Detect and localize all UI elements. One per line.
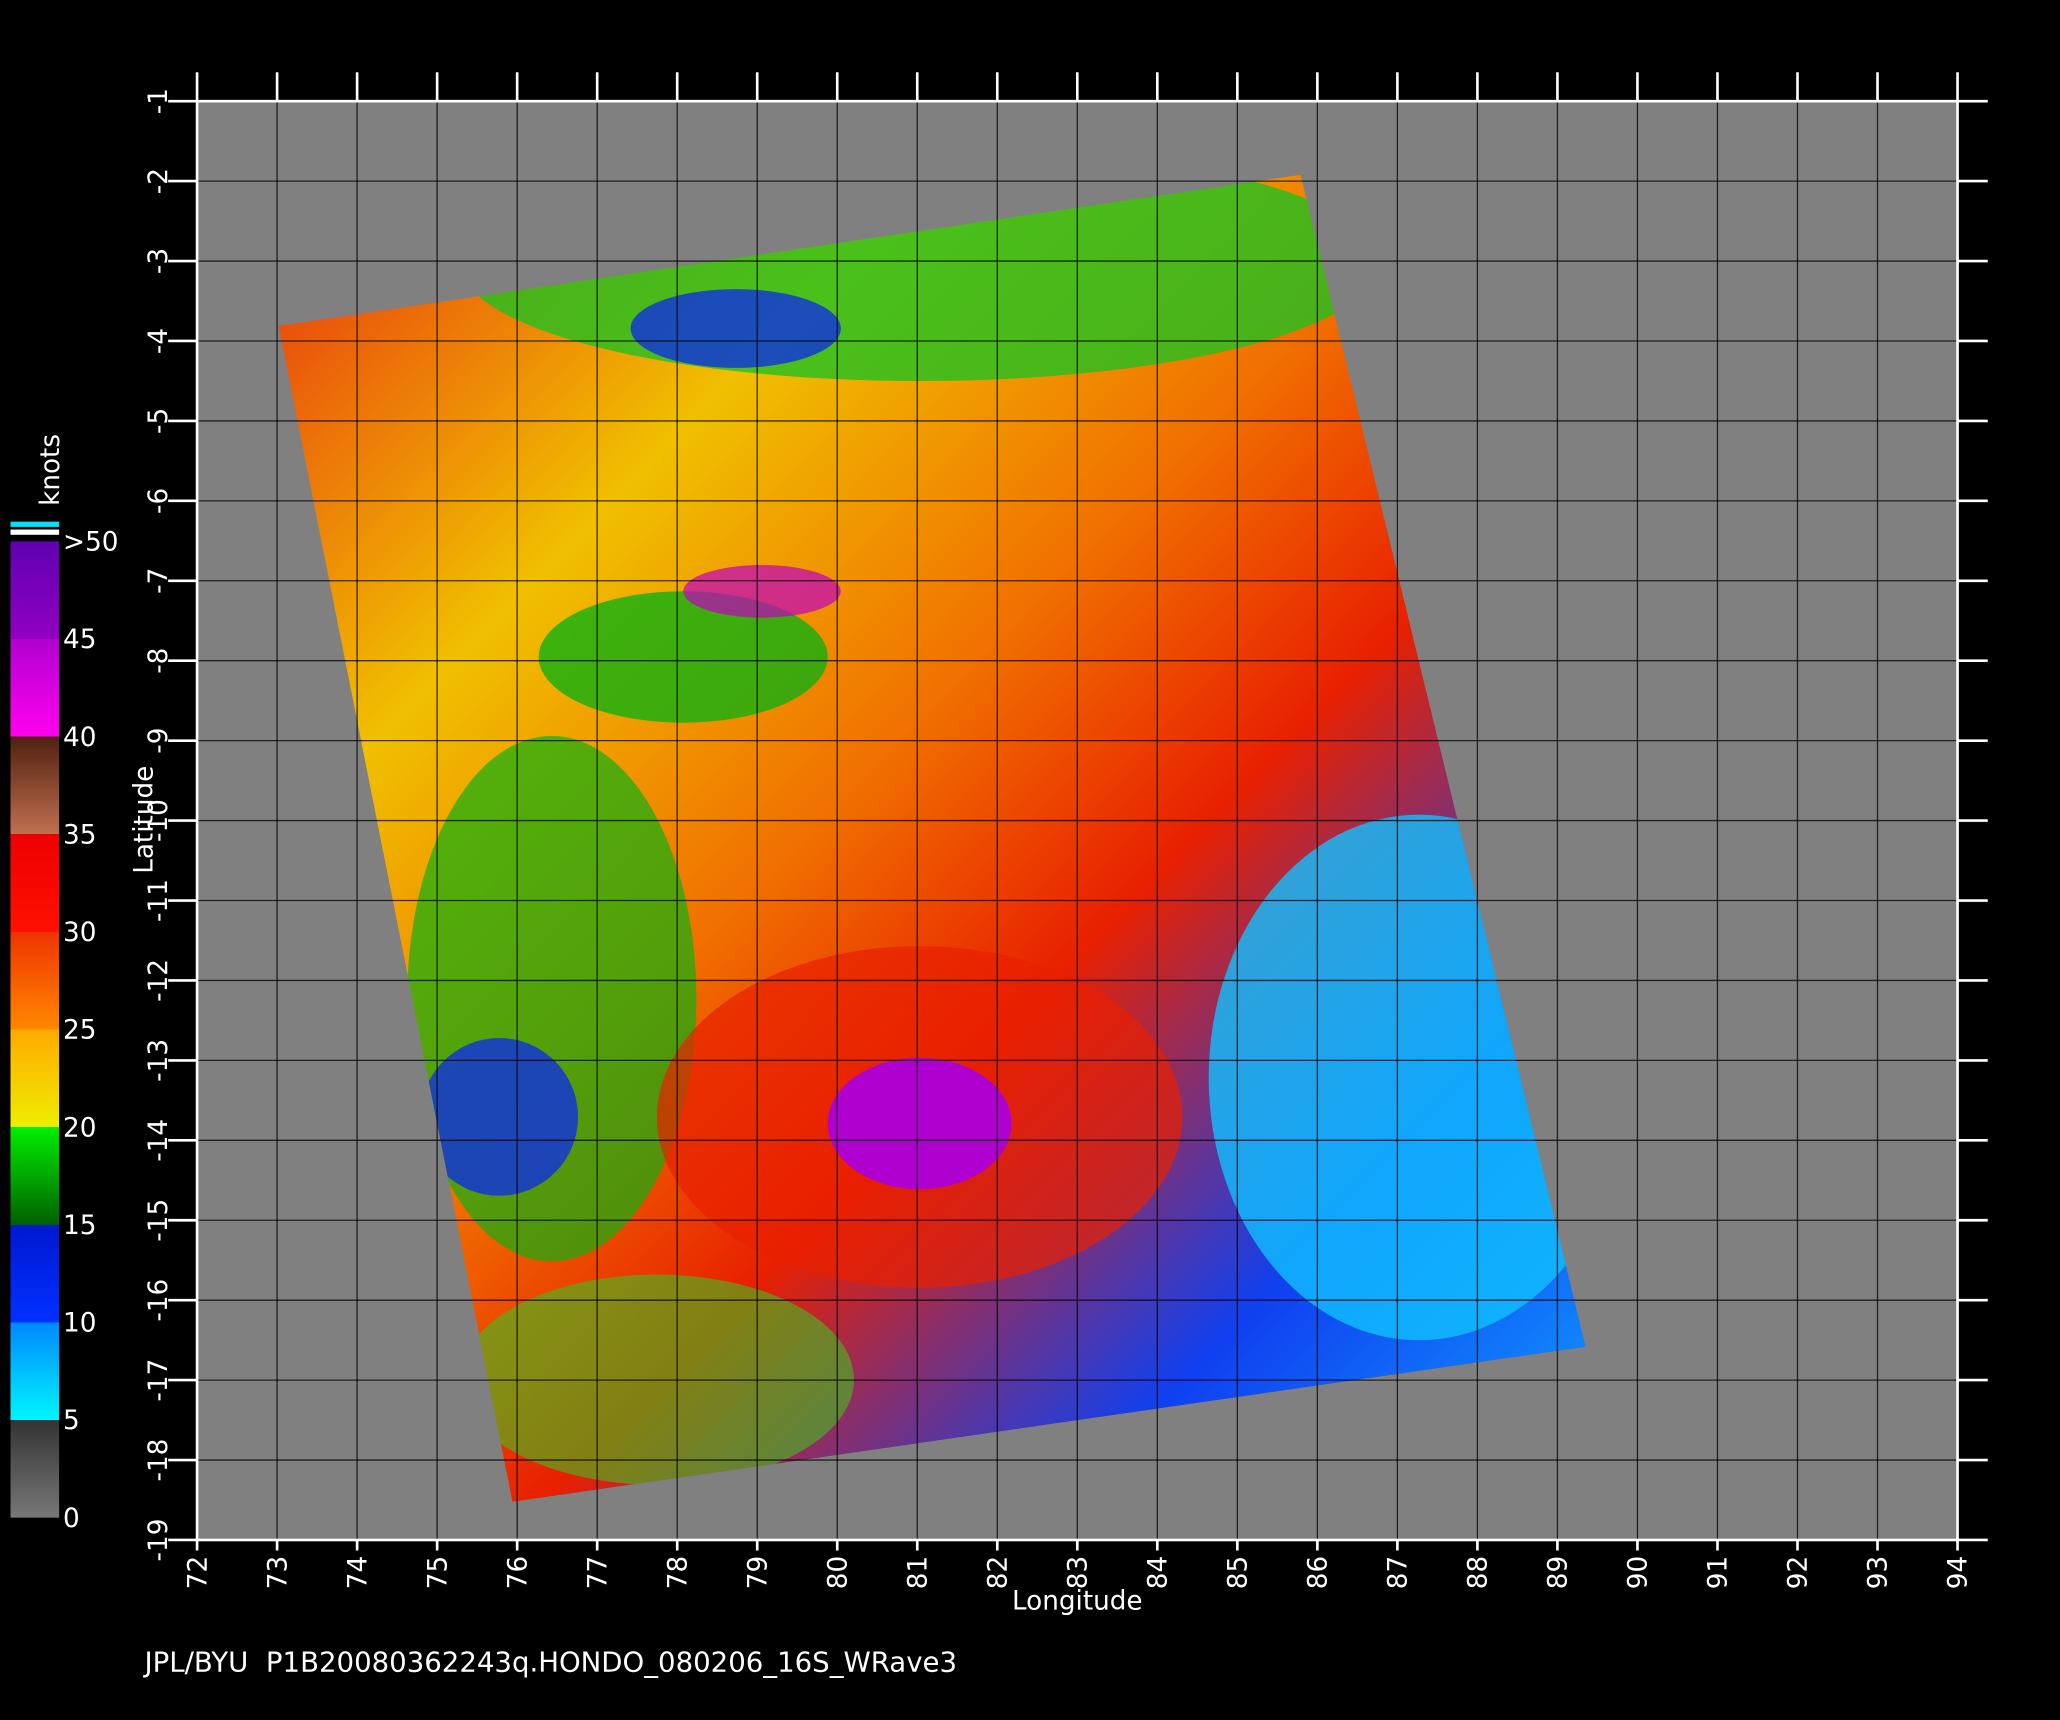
y-tick-label: -4 (144, 328, 174, 354)
y-tick-label: -2 (144, 168, 174, 194)
x-tick-label: 90 (1624, 1556, 1654, 1589)
footer: JPL/BYU P1B20080362243q.HONDO_080206_16S… (143, 1645, 958, 1678)
y-tick-label: -6 (144, 488, 174, 514)
colorbar-label: 5 (63, 1406, 80, 1436)
x-tick-label: 76 (503, 1556, 533, 1589)
x-axis-label: Longitude (1012, 1587, 1143, 1617)
x-tick-label: 79 (743, 1556, 773, 1589)
colorbar (10, 541, 60, 1518)
x-tick-label: 87 (1384, 1556, 1414, 1589)
colorbar-label: 20 (63, 1113, 96, 1143)
x-tick-label: 88 (1464, 1556, 1494, 1589)
y-tick-label: -19 (144, 1519, 174, 1562)
x-tick-label: 75 (423, 1556, 453, 1589)
colorbar-cap (10, 521, 60, 527)
colorbar-label: 15 (63, 1211, 96, 1241)
colorbar-label: 25 (63, 1016, 96, 1046)
x-tick-label: 85 (1224, 1556, 1254, 1589)
x-tick-label: 72 (183, 1556, 213, 1589)
plot-frame (195, 99, 1959, 1542)
colorbar-label: 0 (63, 1504, 80, 1534)
y-tick-label: -9 (144, 728, 174, 754)
x-tick-label: 80 (823, 1556, 853, 1589)
y-tick-label: -3 (144, 248, 174, 274)
x-tick-label: 82 (983, 1556, 1013, 1589)
x-tick-label: 81 (903, 1556, 933, 1589)
y-tick-label: -14 (144, 1119, 174, 1162)
colorbar-title: knots (36, 434, 66, 506)
y-tick-label: -11 (144, 879, 174, 922)
x-tick-label: 78 (663, 1556, 693, 1589)
x-tick-label: 84 (1144, 1556, 1174, 1589)
x-tick-label: 74 (343, 1556, 373, 1589)
y-tick-label: -16 (144, 1279, 174, 1322)
x-tick-label: 73 (263, 1556, 293, 1589)
colorbar-label: 10 (63, 1309, 96, 1339)
y-tick-label: -1 (144, 88, 174, 114)
y-tick-label: -7 (144, 568, 174, 594)
x-tick-label: 92 (1784, 1556, 1814, 1589)
colorbar-label: 35 (63, 820, 96, 850)
y-tick-label: -10 (144, 799, 174, 842)
x-tick-label: 83 (1063, 1556, 1093, 1589)
y-tick-label: -5 (144, 408, 174, 434)
colorbar-label: 45 (63, 625, 96, 655)
colorbar-label: 30 (63, 918, 96, 948)
y-tick-label: -17 (144, 1359, 174, 1402)
y-tick-label: -12 (144, 959, 174, 1002)
colorbar-cap (10, 529, 60, 535)
y-tick-label: -18 (144, 1439, 174, 1482)
y-axis-label: Latitude (129, 766, 159, 874)
x-tick-label: 77 (583, 1556, 613, 1589)
x-tick-label: 93 (1864, 1556, 1894, 1589)
colorbar-label: 40 (63, 723, 96, 753)
x-tick-label: 91 (1704, 1556, 1734, 1589)
x-tick-label: 86 (1304, 1556, 1334, 1589)
x-tick-label: 89 (1544, 1556, 1574, 1589)
y-tick-label: -15 (144, 1199, 174, 1242)
x-tick-label: 94 (1944, 1556, 1974, 1589)
y-tick-label: -8 (144, 648, 174, 674)
y-tick-label: -13 (144, 1039, 174, 1082)
colorbar-label: >50 (63, 528, 118, 558)
